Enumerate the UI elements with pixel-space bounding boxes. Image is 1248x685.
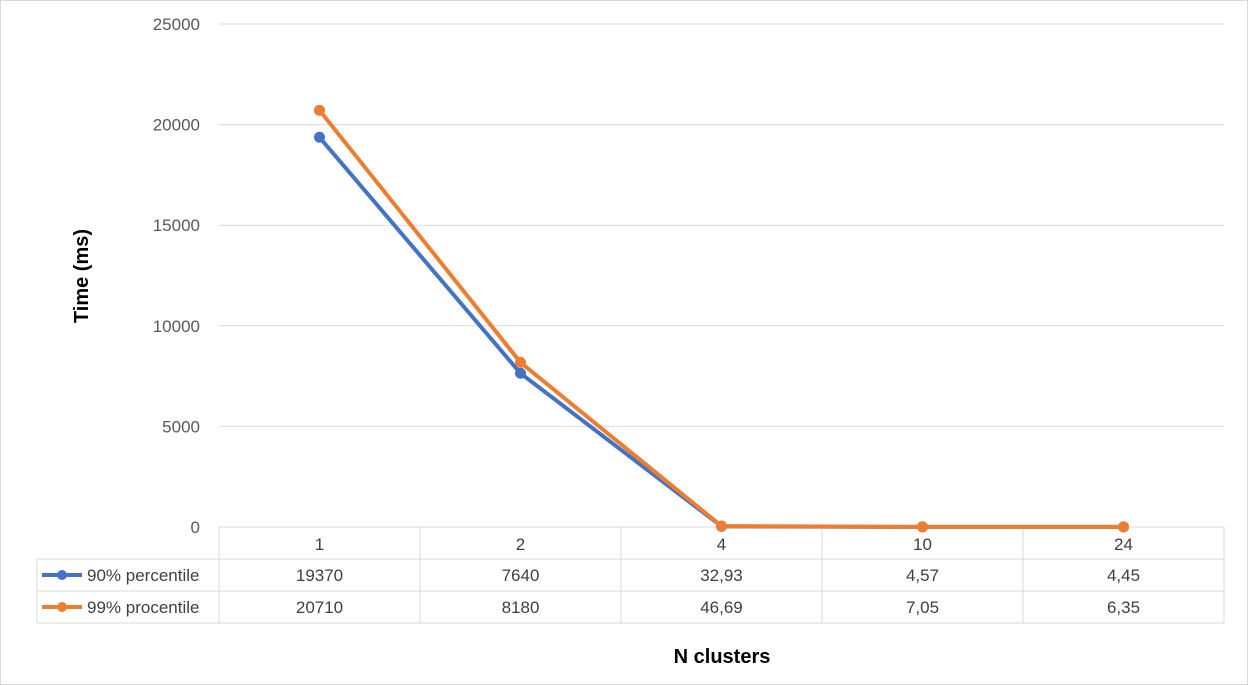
data-point bbox=[1118, 521, 1129, 533]
data-label: 20710 bbox=[296, 598, 343, 617]
y-tick-labels: 0 5000 10000 15000 20000 25000 bbox=[153, 15, 200, 537]
legend-entry: 90% percentile bbox=[87, 566, 199, 585]
x-tick-label: 4 bbox=[717, 535, 726, 554]
legend-key-marker bbox=[57, 570, 67, 580]
data-label: 4,57 bbox=[906, 566, 939, 585]
y-tick-label: 5000 bbox=[162, 417, 200, 436]
data-label: 8180 bbox=[502, 598, 540, 617]
x-tick-label: 2 bbox=[516, 535, 525, 554]
legend-key-marker bbox=[57, 602, 67, 612]
series-line bbox=[317, 135, 1126, 529]
y-tick-label: 0 bbox=[191, 518, 200, 537]
y-axis-title: Time (ms) bbox=[71, 229, 93, 323]
data-point bbox=[917, 521, 928, 533]
gridlines bbox=[219, 23, 1224, 528]
data-label: 6,35 bbox=[1107, 598, 1140, 617]
data-label: 4,45 bbox=[1107, 566, 1140, 585]
data-label: 19370 bbox=[296, 566, 343, 585]
series-line bbox=[317, 108, 1126, 529]
x-axis-title: N clusters bbox=[674, 646, 771, 668]
y-tick-label: 25000 bbox=[153, 15, 200, 34]
y-tick-label: 10000 bbox=[153, 317, 200, 336]
y-tick-label: 15000 bbox=[153, 216, 200, 235]
data-point bbox=[314, 131, 325, 143]
data-label: 32,93 bbox=[700, 566, 743, 585]
x-tick-label: 24 bbox=[1114, 535, 1133, 554]
data-label: 46,69 bbox=[700, 598, 743, 617]
data-point bbox=[716, 520, 727, 532]
legend-entry: 99% procentile bbox=[87, 598, 199, 617]
data-label: 7640 bbox=[502, 566, 540, 585]
x-tick-label: 10 bbox=[913, 535, 932, 554]
series-lines bbox=[314, 104, 1129, 533]
data-point bbox=[314, 104, 325, 116]
data-point bbox=[515, 356, 526, 368]
data-label: 7,05 bbox=[906, 598, 939, 617]
y-tick-label: 20000 bbox=[153, 116, 200, 135]
x-tick-label: 1 bbox=[315, 535, 324, 554]
data-point bbox=[515, 367, 526, 379]
